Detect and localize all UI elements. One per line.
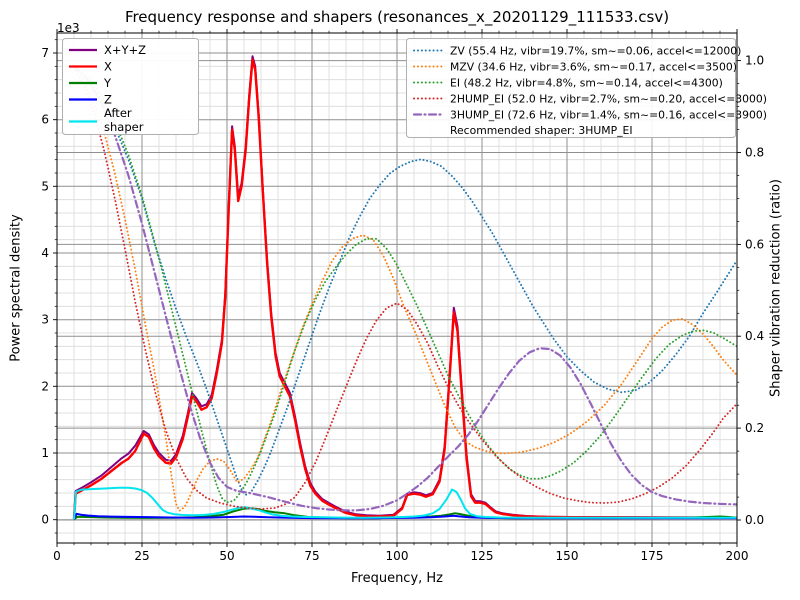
svg-text:5: 5 [41,179,49,193]
series-zv-line [73,64,737,496]
axis-ticks [53,29,741,547]
svg-text:MZV (34.6 Hz, vibr=3.6%, sm~=0: MZV (34.6 Hz, vibr=3.6%, sm~=0.17, accel… [450,60,737,73]
legend-item-z: Z [69,93,112,107]
svg-text:EI (48.2 Hz, vibr=4.8%, sm~=0.: EI (48.2 Hz, vibr=4.8%, sm~=0.14, accel<… [450,76,723,89]
svg-text:200: 200 [726,549,749,563]
series-z-line [73,512,737,520]
legend-item-3hump_ei: 3HUMP_EI (72.6 Hz, vibr=1.4%, sm~=0.16, … [412,108,767,121]
svg-text:ZV (55.4 Hz, vibr=19.7%, sm~=0: ZV (55.4 Hz, vibr=19.7%, sm~=0.06, accel… [450,44,741,57]
svg-text:1: 1 [41,446,49,460]
tick-labels: 0 25 50 75 100 125 150 175 200 0 1 2 3 4 5 6 7 0.0 0.2 0.4 0… [41,46,764,563]
svg-text:Recommended shaper: 3HUMP_EI: Recommended shaper: 3HUMP_EI [450,124,633,137]
legend-item-2hump_ei: 2HUMP_EI (52.0 Hz, vibr=2.7%, sm~=0.20, … [413,92,767,105]
svg-text:X+Y+Z: X+Y+Z [104,43,146,57]
y-axis-label-left: Power spectral density [8,214,24,362]
series-2hump_ei-line [73,66,737,510]
svg-text:7: 7 [41,46,49,60]
svg-text:Y: Y [103,76,112,90]
svg-text:Z: Z [104,93,112,107]
legend-item-ei: EI (48.2 Hz, vibr=4.8%, sm~=0.14, accel<… [413,76,723,89]
svg-text:50: 50 [219,549,234,563]
svg-text:2: 2 [41,379,49,393]
series-after_shaper-line [73,486,737,520]
legend-item-mzv: MZV (34.6 Hz, vibr=3.6%, sm~=0.17, accel… [413,60,737,73]
svg-text:150: 150 [556,549,579,563]
series-x-line [72,58,737,519]
chart-title: Frequency response and shapers (resonanc… [124,8,670,26]
svg-text:125: 125 [471,549,494,563]
svg-text:2HUMP_EI (52.0 Hz, vibr=2.7%,: 2HUMP_EI (52.0 Hz, vibr=2.7%, sm~=0.20, … [450,92,767,105]
svg-text:shaper: shaper [104,120,144,134]
svg-text:After: After [104,106,132,120]
shaper-series [72,64,737,512]
svg-text:0.0: 0.0 [745,513,764,527]
svg-text:175: 175 [641,549,664,563]
legend-item-xyz: X+Y+Z [69,43,146,57]
svg-text:0.2: 0.2 [745,421,764,435]
legend-recommended-shaper: Recommended shaper: 3HUMP_EI [450,124,633,137]
y-axis-label-right: Shaper vibration reduction (ratio) [768,179,784,397]
svg-text:0.8: 0.8 [745,146,764,160]
svg-text:75: 75 [304,549,319,563]
y-axis-offset-label: 1e3 [57,21,80,35]
svg-text:3: 3 [41,313,49,327]
svg-text:1.0: 1.0 [745,54,764,68]
svg-text:6: 6 [41,113,49,127]
legend-item-zv: ZV (55.4 Hz, vibr=19.7%, sm~=0.06, accel… [413,44,741,57]
svg-text:0.4: 0.4 [745,329,764,343]
legend-item-x: X [69,60,112,74]
svg-text:0.6: 0.6 [745,237,764,251]
svg-text:X: X [104,60,112,74]
svg-text:0: 0 [41,513,49,527]
legend-item-y: Y [69,76,112,90]
svg-text:4: 4 [41,246,49,260]
x-axis-label: Frequency, Hz [350,571,444,586]
svg-text:100: 100 [386,549,409,563]
series-ei-line [73,64,737,504]
svg-text:0: 0 [53,549,61,563]
legend-shapers: ZV (55.4 Hz, vibr=19.7%, sm~=0.06, accel… [406,38,767,138]
series-3hump_ei-line [72,65,737,512]
svg-text:3HUMP_EI (72.6 Hz, vibr=1.4%,: 3HUMP_EI (72.6 Hz, vibr=1.4%, sm~=0.16, … [450,108,767,121]
series-mzv-line [73,66,737,512]
svg-text:25: 25 [134,549,149,563]
